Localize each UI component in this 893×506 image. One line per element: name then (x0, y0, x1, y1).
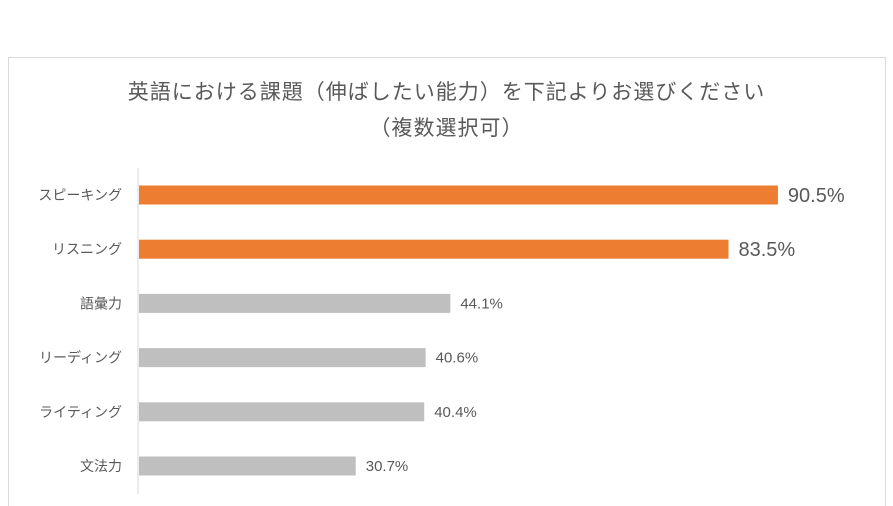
value-label-5: 30.7% (366, 458, 409, 475)
value-label-1: 83.5% (739, 239, 796, 261)
bar-3 (139, 348, 426, 368)
chart-title: 英語における課題（伸ばしたい能力）を下記よりお選びください （複数選択可） (0, 74, 893, 146)
category-label-0: スピーキング (38, 188, 122, 204)
bar-0 (139, 185, 778, 205)
value-label-4: 40.4% (434, 404, 477, 421)
category-label-2: 語彙力 (80, 296, 122, 312)
category-label-5: 文法力 (80, 459, 122, 475)
chart-frame (8, 57, 886, 506)
value-label-2: 44.1% (460, 295, 503, 312)
chart-title-line-1: 英語における課題（伸ばしたい能力）を下記よりお選びください (127, 80, 766, 104)
category-label-1: リスニング (52, 242, 122, 258)
chart-title-line-2: （複数選択可） (369, 116, 524, 140)
value-label-0: 90.5% (788, 185, 845, 207)
category-label-4: ライティング (39, 405, 122, 421)
bar-1 (139, 239, 729, 259)
bar-5 (139, 456, 356, 476)
value-label-3: 40.6% (436, 350, 479, 367)
category-label-3: リーディング (39, 350, 122, 367)
bar-2 (139, 293, 451, 313)
bar-4 (139, 402, 425, 422)
